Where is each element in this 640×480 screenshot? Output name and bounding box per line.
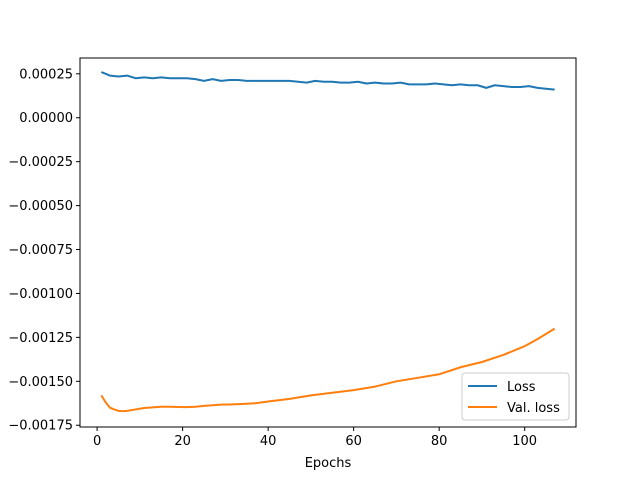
x-axis-ticks: 0 20 40 60 80 100 bbox=[93, 427, 537, 449]
y-tick-label: −0.00125 bbox=[8, 331, 73, 346]
legend-label-val-loss: Val. loss bbox=[507, 401, 560, 416]
legend-label-loss: Loss bbox=[507, 380, 536, 395]
series-line-val-loss bbox=[100, 327, 556, 413]
x-tick-label: 100 bbox=[512, 434, 537, 449]
y-tick-label: −0.00050 bbox=[8, 199, 73, 214]
x-tick-label: 0 bbox=[93, 434, 101, 449]
y-tick-label: 0.00025 bbox=[19, 67, 73, 82]
legend: Loss Val. loss bbox=[461, 372, 570, 421]
x-axis-label: Epochs bbox=[305, 456, 352, 471]
y-axis-ticks: 0.00025 0.00000 −0.00025 −0.00050 −0.00075 −0… bbox=[8, 67, 80, 434]
legend-box bbox=[461, 372, 570, 421]
series-lines bbox=[100, 71, 556, 413]
y-tick-label: −0.00150 bbox=[8, 375, 73, 390]
plot-area bbox=[79, 57, 577, 428]
series-line-loss bbox=[101, 71, 555, 91]
y-tick-label: −0.00175 bbox=[8, 419, 73, 434]
y-tick-label: 0.00000 bbox=[19, 111, 73, 126]
x-tick-label: 80 bbox=[431, 434, 448, 449]
y-tick-label: −0.00025 bbox=[8, 155, 73, 170]
y-tick-label: −0.00100 bbox=[8, 287, 73, 302]
x-tick-label: 20 bbox=[174, 434, 191, 449]
x-tick-label: 40 bbox=[260, 434, 277, 449]
x-tick-label: 60 bbox=[345, 434, 362, 449]
y-tick-label: −0.00075 bbox=[8, 243, 73, 258]
